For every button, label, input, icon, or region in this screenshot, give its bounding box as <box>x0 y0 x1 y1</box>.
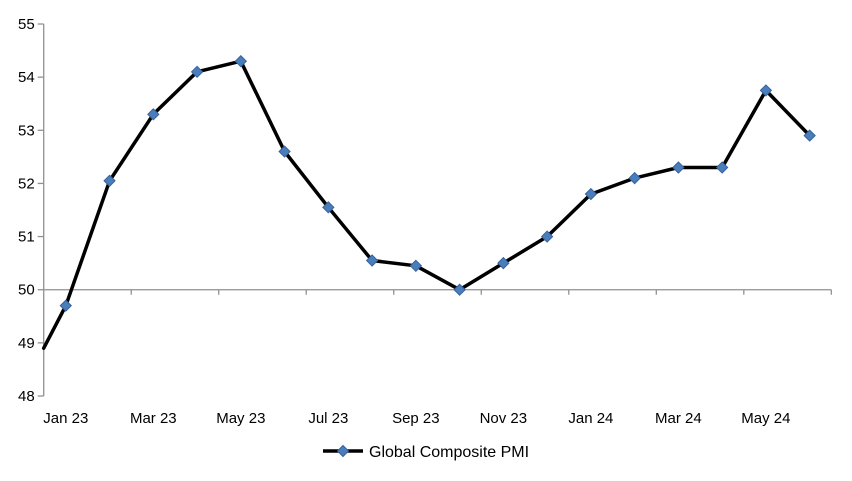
data-point-markers <box>59 54 816 312</box>
data-point-nov-23 <box>497 256 510 270</box>
series <box>41 59 812 350</box>
x-tick-label: Jul 23 <box>308 410 348 427</box>
y-tick-label: 51 <box>18 229 35 246</box>
data-point-jan-24 <box>584 187 598 201</box>
y-tick-label: 53 <box>18 122 35 139</box>
y-tick-label: 48 <box>18 388 35 405</box>
data-point-jan-23 <box>59 299 73 312</box>
legend-label: Global Composite PMI <box>369 444 529 461</box>
data-point-sep-23 <box>409 259 423 273</box>
y-tick-label: 52 <box>18 175 35 192</box>
y-axis-ticks-and-labels: 48 49 50 51 52 53 54 55 <box>18 16 44 405</box>
x-tick-label: Sep 23 <box>392 410 440 427</box>
x-tick-label: Jan 24 <box>568 410 613 427</box>
data-point-mar-24 <box>672 161 685 174</box>
data-point-may-24 <box>759 84 773 97</box>
data-point-apr-24 <box>715 161 729 174</box>
x-tick-label: May 24 <box>741 410 790 427</box>
data-point-may-23 <box>234 54 248 68</box>
data-point-jun-23 <box>278 145 291 158</box>
x-tick-label: Mar 24 <box>655 410 702 427</box>
legend-marker-sample <box>336 444 350 458</box>
axes <box>43 23 832 396</box>
data-point-mar-23 <box>147 108 160 121</box>
data-point-jul-23 <box>322 201 335 214</box>
data-point-apr-23 <box>190 65 204 79</box>
data-point-dec-23 <box>540 230 554 243</box>
series-line <box>41 59 812 350</box>
x-axis-ticks <box>130 289 832 295</box>
y-tick-label: 54 <box>18 69 35 86</box>
y-tick-label: 49 <box>18 335 35 352</box>
y-tick-label: 55 <box>18 16 35 33</box>
data-point-aug-23 <box>365 254 379 267</box>
x-axis-labels: Jan 23 Mar 23 May 23 Jul 23 Sep 23 Nov 23 Jan … <box>43 410 790 427</box>
x-tick-label: Mar 23 <box>130 410 177 427</box>
data-point-jun-24 <box>803 129 816 142</box>
data-point-feb-24 <box>628 171 641 185</box>
data-point-feb-23 <box>103 174 116 187</box>
data-point-oct-23 <box>453 283 466 296</box>
legend: Global Composite PMI <box>323 444 529 461</box>
y-tick-label: 50 <box>18 282 35 299</box>
x-tick-label: Jan 23 <box>43 410 88 427</box>
x-tick-label: May 23 <box>216 410 265 427</box>
x-tick-label: Nov 23 <box>480 410 528 427</box>
